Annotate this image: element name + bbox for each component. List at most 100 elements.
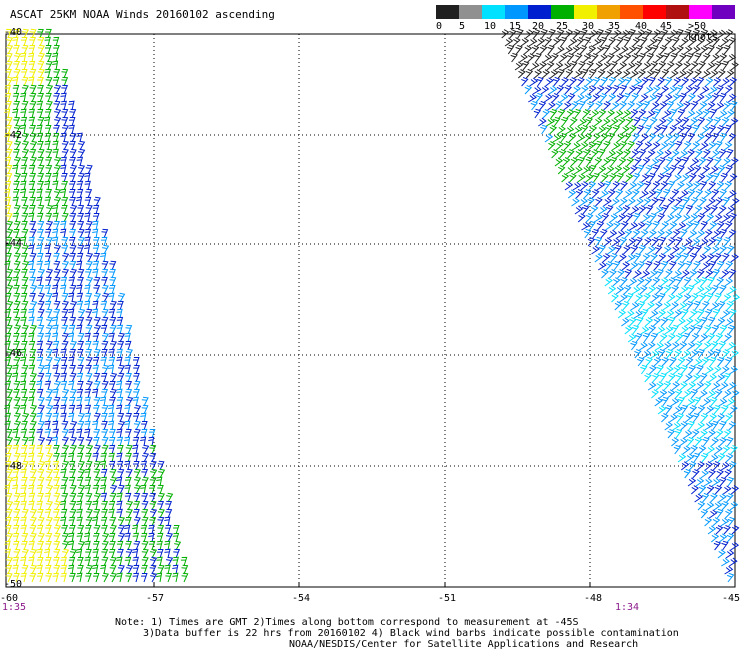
wind-barb bbox=[665, 213, 675, 223]
wind-barb bbox=[555, 101, 564, 111]
wind-barb bbox=[28, 444, 36, 455]
wind-barb bbox=[14, 324, 22, 335]
wind-barb bbox=[615, 149, 624, 159]
wind-barb bbox=[596, 181, 606, 191]
wind-barb bbox=[37, 404, 45, 415]
wind-barb bbox=[588, 180, 597, 191]
wind-barb bbox=[12, 309, 20, 319]
wind-barb bbox=[546, 117, 555, 127]
wind-barb bbox=[68, 556, 76, 567]
wind-barb bbox=[109, 428, 116, 439]
wind-barb bbox=[61, 476, 69, 487]
wind-barb bbox=[626, 61, 636, 71]
wind-barb bbox=[509, 28, 517, 39]
wind-barb bbox=[116, 348, 123, 359]
wind-barb bbox=[724, 181, 733, 191]
wind-barb bbox=[683, 101, 691, 111]
wind-barb bbox=[669, 356, 677, 367]
wind-barb bbox=[675, 333, 684, 343]
wind-barb bbox=[52, 420, 59, 431]
wind-barb bbox=[76, 196, 83, 207]
wind-barb bbox=[719, 92, 727, 103]
wind-barb bbox=[53, 524, 61, 535]
wind-barb bbox=[5, 492, 13, 503]
wind-barb bbox=[69, 220, 77, 231]
wind-barb bbox=[140, 484, 147, 495]
wind-barb bbox=[630, 109, 639, 119]
wind-barb bbox=[12, 525, 20, 535]
wind-barb bbox=[661, 356, 670, 367]
wind-barb bbox=[44, 140, 51, 151]
wind-barb bbox=[591, 228, 600, 239]
wind-barb bbox=[21, 228, 29, 239]
wind-barb bbox=[583, 93, 593, 103]
wind-barb bbox=[5, 525, 12, 535]
wind-barb bbox=[29, 100, 37, 111]
wind-barb bbox=[37, 292, 46, 303]
wind-barb bbox=[109, 300, 117, 311]
wind-barb bbox=[45, 532, 53, 543]
note-line-1: Note: 1) Times are GMT 2)Times along bot… bbox=[115, 617, 579, 628]
wind-barb bbox=[657, 173, 666, 183]
wind-barb bbox=[654, 205, 664, 215]
wind-barb bbox=[69, 260, 77, 271]
wind-barb bbox=[69, 212, 77, 223]
wind-barb bbox=[53, 44, 60, 55]
wind-barb bbox=[53, 268, 61, 279]
wind-barb bbox=[141, 404, 149, 415]
wind-barb bbox=[62, 460, 70, 471]
wind-barb bbox=[727, 244, 735, 255]
wind-barb bbox=[13, 229, 20, 239]
wind-barb bbox=[20, 236, 27, 247]
wind-barb bbox=[680, 325, 689, 335]
wind-barb bbox=[60, 380, 68, 391]
wind-barb bbox=[616, 229, 626, 239]
wind-barb bbox=[639, 341, 648, 351]
wind-barb bbox=[36, 380, 43, 391]
wind-barb bbox=[724, 277, 734, 287]
wind-barb bbox=[37, 172, 45, 183]
wind-barb bbox=[691, 196, 699, 207]
wind-barb bbox=[677, 164, 685, 175]
wind-barb bbox=[536, 37, 546, 47]
wind-barb bbox=[4, 356, 12, 367]
wind-barb bbox=[594, 117, 603, 127]
wind-barb bbox=[100, 252, 107, 263]
wind-barb bbox=[52, 148, 59, 159]
wind-barb bbox=[696, 37, 705, 47]
wind-barb bbox=[651, 197, 659, 207]
wind-barb bbox=[37, 532, 45, 543]
lat-label-44: -44 bbox=[4, 238, 23, 249]
wind-barb bbox=[12, 372, 19, 383]
wind-barb bbox=[663, 285, 672, 295]
wind-barb bbox=[703, 245, 712, 255]
wind-barb bbox=[150, 572, 158, 583]
wind-barb bbox=[52, 404, 60, 415]
wind-barb bbox=[28, 60, 36, 71]
wind-barb bbox=[132, 452, 139, 463]
wind-barb bbox=[29, 372, 37, 383]
wind-barb bbox=[93, 508, 101, 519]
wind-barb bbox=[76, 428, 83, 439]
wind-barb bbox=[643, 197, 652, 207]
wind-barb bbox=[696, 93, 705, 103]
wind-barb bbox=[53, 68, 61, 79]
wind-barb bbox=[84, 412, 92, 423]
wind-barb bbox=[125, 508, 133, 519]
wind-barb bbox=[559, 36, 568, 47]
wind-barb bbox=[538, 61, 547, 71]
wind-barb bbox=[721, 116, 730, 127]
wind-barb bbox=[12, 460, 19, 471]
wind-barb bbox=[68, 124, 75, 135]
wind-barb bbox=[53, 300, 61, 311]
time-left: 1:35 bbox=[2, 602, 27, 613]
wind-barb bbox=[101, 284, 109, 295]
wind-barb bbox=[702, 69, 711, 79]
wind-barb bbox=[711, 477, 721, 487]
wind-barb bbox=[594, 157, 603, 167]
wind-barb bbox=[37, 204, 45, 215]
wind-barb bbox=[679, 285, 689, 295]
wind-barb bbox=[164, 540, 171, 551]
wind-barb bbox=[156, 540, 163, 551]
wind-barb bbox=[663, 245, 672, 255]
